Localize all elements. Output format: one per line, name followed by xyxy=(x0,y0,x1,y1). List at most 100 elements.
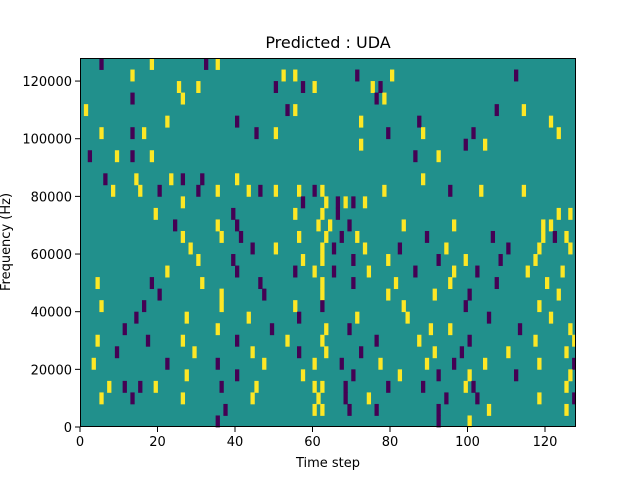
heatmap-cell-low xyxy=(300,81,306,93)
heatmap-cell-low xyxy=(374,403,379,416)
heatmap-cell-low xyxy=(300,196,306,209)
heatmap-cell-high xyxy=(428,323,434,336)
heatmap-cell-low xyxy=(238,230,244,243)
heatmap-cell-low xyxy=(514,369,519,382)
heatmap-cell-low xyxy=(219,380,224,393)
heatmap-cell-low xyxy=(351,254,356,266)
heatmap-cell-high xyxy=(556,288,561,301)
heatmap-cell-high xyxy=(281,69,286,82)
heatmap-cell-low xyxy=(99,58,104,70)
heatmap-cell-low xyxy=(339,230,344,243)
heatmap-cell-high xyxy=(99,300,104,313)
heatmap-cell-low xyxy=(285,104,290,117)
heatmap-cell-low xyxy=(463,300,468,313)
heatmap-cell-low xyxy=(498,254,503,266)
heatmap-cell-high xyxy=(320,380,325,393)
heatmap-cell-high xyxy=(483,357,488,370)
heatmap-cell-high xyxy=(401,300,406,313)
heatmap-cell-high xyxy=(312,357,317,370)
heatmap-cell-low xyxy=(262,288,267,301)
heatmap-cell-low xyxy=(258,184,263,197)
heatmap-cell-high xyxy=(320,288,325,301)
heatmap-cell-high xyxy=(215,323,220,336)
heatmap-cell-high xyxy=(99,392,104,405)
heatmap-cell-low xyxy=(413,265,418,278)
heatmap-cell-low xyxy=(235,334,240,347)
heatmap-cell-high xyxy=(324,230,329,243)
x-tick-label: 0 xyxy=(76,435,84,450)
heatmap-cell-high xyxy=(448,323,453,336)
heatmap-cell-high xyxy=(312,403,317,416)
heatmap-cell-high xyxy=(180,196,186,209)
heatmap-cell-low xyxy=(293,265,298,278)
heatmap-cell-high xyxy=(293,207,298,220)
heatmap-cell-high xyxy=(463,380,468,393)
heatmap-cell-high xyxy=(219,288,224,301)
heatmap-cell-high xyxy=(556,207,561,220)
heatmap-cell-high xyxy=(537,357,542,370)
heatmap-cell-low xyxy=(149,277,155,290)
x-tick-label: 60 xyxy=(304,435,321,450)
heatmap-cell-low xyxy=(138,380,143,393)
heatmap-cell-high xyxy=(246,184,251,197)
heatmap-cell-high xyxy=(506,346,511,359)
heatmap-cell-low xyxy=(331,265,337,278)
heatmap-cell-low xyxy=(231,254,236,266)
heatmap-cell-high xyxy=(215,219,220,232)
heatmap-cell-high xyxy=(99,127,104,140)
heatmap-cell-high xyxy=(200,277,205,290)
heatmap-cell-high xyxy=(366,265,372,278)
heatmap-cell-low xyxy=(436,254,441,266)
heatmap-cell-high xyxy=(324,346,329,359)
heatmap-cell-low xyxy=(471,127,476,140)
heatmap-cell-high xyxy=(250,392,255,405)
heatmap-cell-high xyxy=(521,104,527,117)
heatmap-cell-low xyxy=(273,81,279,93)
heatmap-cell-low xyxy=(200,173,205,186)
heatmap-cell-high xyxy=(273,184,279,197)
heatmap-cell-high xyxy=(564,230,569,243)
heatmap-cell-high xyxy=(111,184,116,197)
heatmap-cell-high xyxy=(320,207,325,220)
heatmap-cell-high xyxy=(525,265,530,278)
heatmap-cell-high xyxy=(401,219,406,232)
heatmap-cell-high xyxy=(452,219,457,232)
heatmap-cell-high xyxy=(359,115,364,128)
heatmap-cell-high xyxy=(134,173,139,186)
heatmap-cell-high xyxy=(219,230,224,243)
x-axis-label: Time step xyxy=(295,456,360,471)
heatmap-cell-high xyxy=(149,150,155,163)
heatmap-cell-high xyxy=(320,277,325,290)
heatmap-cell-high xyxy=(564,380,569,393)
heatmap-cell-low xyxy=(331,242,337,255)
heatmap-cell-high xyxy=(362,242,368,255)
heatmap-cell-low xyxy=(235,369,240,382)
heatmap-cell-high xyxy=(297,184,302,197)
heatmap-cell-high xyxy=(366,392,372,405)
heatmap-cell-low xyxy=(347,403,352,416)
x-tick-label: 80 xyxy=(382,435,399,450)
heatmap-cell-high xyxy=(130,69,135,82)
heatmap-cell-high xyxy=(541,230,546,243)
heatmap-cell-low xyxy=(467,288,472,301)
heatmap-cell-high xyxy=(568,323,573,336)
heatmap-cell-low xyxy=(417,115,422,128)
heatmap-cell-low xyxy=(258,277,263,290)
heatmap-cell-high xyxy=(521,184,527,197)
heatmap-cell-high xyxy=(393,277,399,290)
heatmap-cell-low xyxy=(231,207,236,220)
heatmap-cell-high xyxy=(390,69,395,82)
heatmap-cell-high xyxy=(312,380,317,393)
heatmap-cell-high xyxy=(91,357,96,370)
heatmap-cell-high xyxy=(250,346,255,359)
heatmap-cell-low xyxy=(459,346,465,359)
heatmap-cell-low xyxy=(235,265,240,278)
heatmap-cell-high xyxy=(533,254,538,266)
y-tick-label: 60000 xyxy=(31,248,72,263)
y-tick-label: 80000 xyxy=(31,190,72,205)
heatmap-cell-high xyxy=(83,104,89,117)
heatmap-cell-high xyxy=(273,242,279,255)
heatmap-cell-high xyxy=(560,265,565,278)
heatmap-cell-high xyxy=(564,346,569,359)
heatmap-cell-low xyxy=(196,184,201,197)
